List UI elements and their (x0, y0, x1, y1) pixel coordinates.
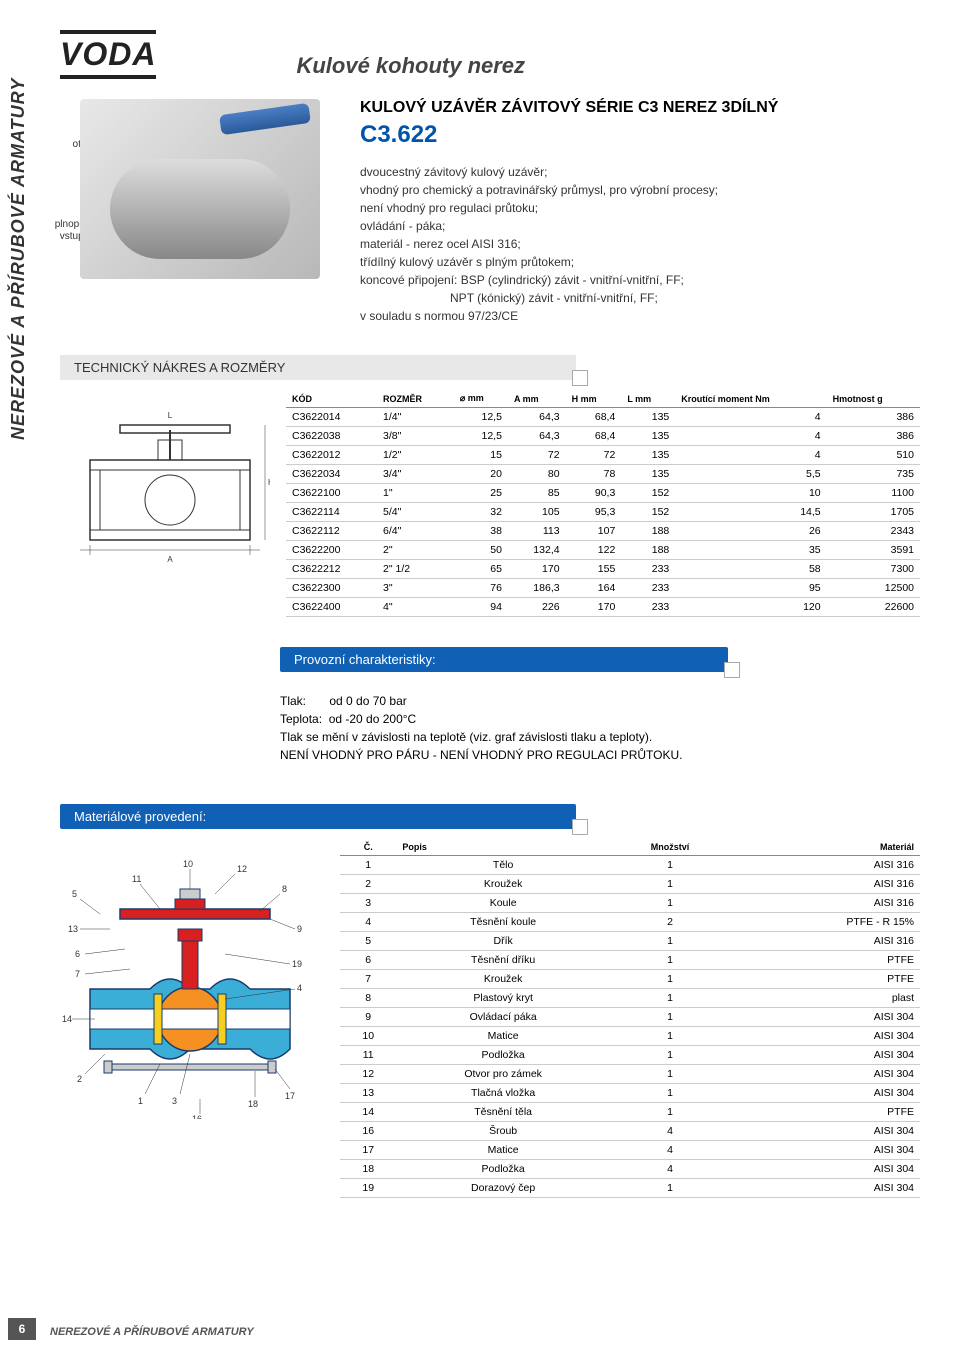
product-image-area: otvor pro zámek plnoprůtokový vstupní ot… (60, 99, 340, 325)
brand-logo: VODA (60, 30, 156, 79)
exploded-drawing: 5 11 10 12 8 13 6 7 14 9 19 4 2 1 3 16 1 (60, 839, 320, 1119)
tech-section-heading: TECHNICKÝ NÁKRES A ROZMĚRY (60, 355, 576, 380)
svg-text:H: H (268, 478, 270, 487)
side-category-tab: NEREZOVÉ A PŘÍRUBOVÉ ARMATURY (8, 78, 29, 440)
svg-text:2: 2 (77, 1074, 82, 1084)
svg-text:13: 13 (68, 924, 78, 934)
product-photo (80, 99, 320, 279)
svg-text:18: 18 (248, 1099, 258, 1109)
footer-category: NEREZOVÉ A PŘÍRUBOVÉ ARMATURY (50, 1326, 254, 1338)
page-number: 6 (8, 1318, 36, 1340)
svg-text:L: L (168, 411, 173, 420)
material-heading: Materiálové provedení: (60, 804, 576, 829)
product-code: C3.622 (360, 121, 920, 149)
svg-text:3: 3 (172, 1096, 177, 1106)
svg-text:10: 10 (183, 859, 193, 869)
svg-text:4: 4 (297, 983, 302, 993)
svg-text:8: 8 (282, 884, 287, 894)
svg-text:14: 14 (62, 1014, 72, 1024)
svg-text:5: 5 (72, 889, 77, 899)
svg-text:9: 9 (297, 924, 302, 934)
svg-text:11: 11 (132, 874, 141, 884)
svg-text:A: A (167, 555, 173, 564)
product-name: KULOVÝ UZÁVĚR ZÁVITOVÝ SÉRIE C3 NEREZ 3D… (360, 99, 920, 117)
svg-text:16: 16 (192, 1114, 202, 1119)
svg-text:12: 12 (237, 864, 247, 874)
svg-text:1: 1 (138, 1096, 143, 1106)
svg-text:17: 17 (285, 1091, 295, 1101)
svg-text:19: 19 (292, 959, 302, 969)
op-char-text: Tlak: od 0 do 70 barTeplota: od -20 do 2… (280, 682, 920, 774)
product-description: dvoucestný závitový kulový uzávěr;vhodný… (360, 163, 920, 325)
dimensions-table: KÓDROZMĚR⌀ mmA mmH mmL mmKroutící moment… (286, 390, 920, 617)
op-char-heading: Provozní charakteristiky: (280, 647, 728, 672)
technical-drawing: A H L (70, 390, 270, 590)
svg-text:7: 7 (75, 969, 80, 979)
materials-table: Č.PopisMnožstvíMateriál 1Tělo1AISI 3162K… (340, 839, 920, 1198)
svg-text:6: 6 (75, 949, 80, 959)
page-title: Kulové kohouty nerez (296, 53, 525, 79)
